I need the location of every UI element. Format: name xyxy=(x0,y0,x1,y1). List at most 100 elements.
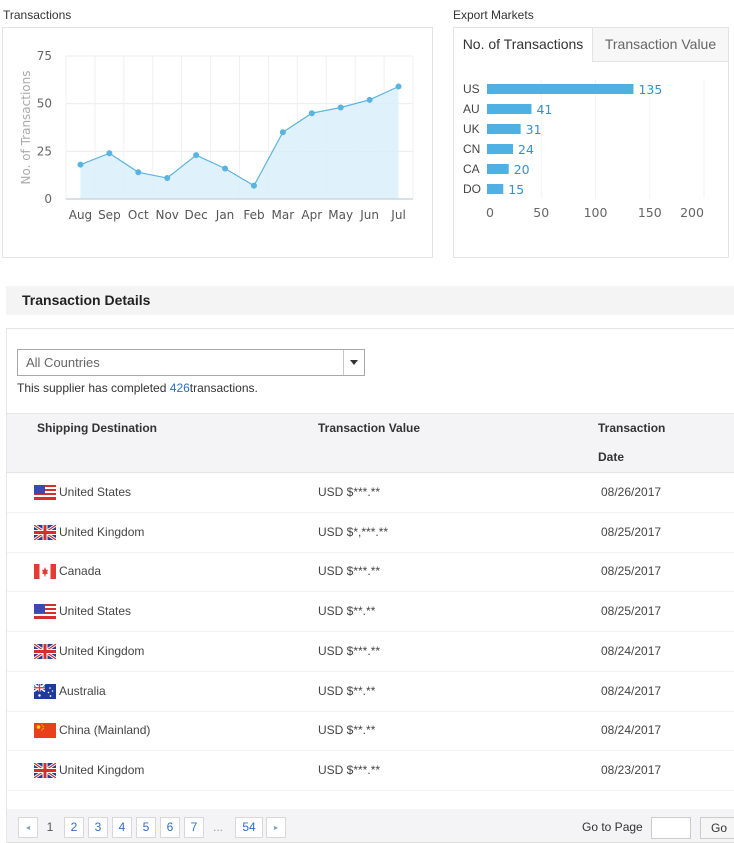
bar[interactable] xyxy=(487,144,514,154)
bar-value-label: 20 xyxy=(514,162,530,177)
table-header: Shipping Destination Transaction Value T… xyxy=(7,413,734,473)
x-tick-label: Apr xyxy=(301,208,322,222)
transaction-details-header: Transaction Details xyxy=(6,286,734,315)
page-link-5[interactable]: 5 xyxy=(136,817,156,838)
page-link-3[interactable]: 3 xyxy=(88,817,108,838)
next-page-button[interactable]: ▸ xyxy=(266,817,286,838)
y-tick-label: 75 xyxy=(37,49,52,63)
category-label: CA xyxy=(463,162,480,176)
page-link-last[interactable]: 54 xyxy=(235,817,263,838)
x-tick-label: Feb xyxy=(243,208,264,222)
bar-value-label: 135 xyxy=(638,82,662,97)
data-point[interactable] xyxy=(250,182,257,189)
goto-page-input[interactable] xyxy=(651,817,691,839)
data-point[interactable] xyxy=(279,129,286,136)
page-link-2[interactable]: 2 xyxy=(64,817,84,838)
page-link-7[interactable]: 7 xyxy=(184,817,204,838)
transaction-date: 08/25/2017 xyxy=(601,604,662,619)
page-link-4[interactable]: 4 xyxy=(112,817,132,838)
transaction-value: USD $*,***.** xyxy=(318,524,389,539)
bar[interactable] xyxy=(487,164,509,174)
bar-value-label: 24 xyxy=(518,142,534,157)
dropdown-toggle[interactable] xyxy=(343,350,364,375)
x-tick-label: Jan xyxy=(215,208,235,222)
shipping-destination: Canada xyxy=(59,564,102,579)
transactions-line-chart: 0 25 50 75 Aug Sep Oct Nov Dec Jan Feb Mar Apr May Jun… xyxy=(19,49,414,222)
table-row: United Kingdom USD $*,***.** 08/25/2017 xyxy=(7,513,734,553)
pagination-bar: ◂ 1 2 3 4 5 6 7 ... 54 ▸ Go to Page Go xyxy=(7,809,734,843)
export-markets-panel: No. of Transactions Transaction Value 0 5… xyxy=(453,27,729,258)
country-filter-select[interactable]: All Countries xyxy=(17,349,365,376)
y-tick-label: 50 xyxy=(37,97,52,111)
transaction-value: USD $**.** xyxy=(318,604,376,619)
us-flag-icon xyxy=(34,604,56,620)
transaction-value: USD $***.** xyxy=(318,564,381,579)
x-tick-label: Jun xyxy=(359,208,379,222)
export-markets-title: Export Markets xyxy=(453,8,534,22)
transactions-chart-panel: 0 25 50 75 Aug Sep Oct Nov Dec Jan Feb Mar Apr May Jun… xyxy=(2,27,433,258)
uk-flag-icon xyxy=(33,642,57,661)
page-current: 1 xyxy=(46,820,54,834)
data-point[interactable] xyxy=(308,110,315,117)
go-button[interactable]: Go xyxy=(700,817,734,839)
transaction-date: 08/25/2017 xyxy=(601,524,662,539)
data-point[interactable] xyxy=(395,83,402,90)
area-fill xyxy=(80,86,399,199)
prev-page-button[interactable]: ◂ xyxy=(18,817,38,838)
table-row: United States USD $***.** 08/26/2017 xyxy=(7,473,734,513)
shipping-destination: United Kingdom xyxy=(59,643,145,658)
bar-value-label: 31 xyxy=(526,122,542,137)
tab-transaction-value[interactable]: Transaction Value xyxy=(592,28,728,62)
table-row: Australia USD $**.** 08/24/2017 xyxy=(7,672,734,712)
transaction-date: 08/25/2017 xyxy=(601,564,662,579)
x-tick-label: Nov xyxy=(155,208,178,222)
data-point[interactable] xyxy=(366,96,373,103)
bar[interactable] xyxy=(487,184,504,194)
data-point[interactable] xyxy=(193,152,200,159)
transaction-value: USD $**.** xyxy=(318,723,376,738)
country-filter-value: All Countries xyxy=(26,355,100,370)
transaction-value: USD $**.** xyxy=(318,683,376,698)
y-tick-label: 25 xyxy=(37,144,52,158)
transaction-value: USD $***.** xyxy=(318,762,381,777)
data-point[interactable] xyxy=(164,175,171,182)
bar[interactable] xyxy=(487,84,634,94)
table-row: China (Mainland) USD $**.** 08/24/2017 xyxy=(7,711,734,752)
x-tick-label: 200 xyxy=(680,205,704,220)
export-markets-bar-chart: 0 50 100 150 200 US 135 AU 41 UK 31 CN 24 CA 20 DO 15 xyxy=(463,80,705,220)
tab-no-of-transactions[interactable]: No. of Transactions xyxy=(454,28,592,62)
table-row: United Kingdom USD $***.** 08/23/2017 xyxy=(7,751,734,791)
page-ellipsis: ... xyxy=(213,820,224,834)
page-link-6[interactable]: 6 xyxy=(160,817,180,838)
bar[interactable] xyxy=(487,124,521,134)
data-point[interactable] xyxy=(106,150,113,157)
transaction-date: 08/26/2017 xyxy=(601,485,662,499)
column-transaction-value: Transaction Value xyxy=(318,421,421,435)
x-tick-label: Dec xyxy=(185,208,208,222)
x-tick-label: 0 xyxy=(486,205,494,220)
shipping-destination: Australia xyxy=(59,683,106,698)
category-label: UK xyxy=(463,122,480,136)
australia-flag-icon xyxy=(33,682,56,699)
x-tick-label: Mar xyxy=(272,208,295,222)
data-point[interactable] xyxy=(77,161,84,168)
data-point[interactable] xyxy=(135,169,142,176)
uk-flag-icon xyxy=(33,523,57,541)
data-point[interactable] xyxy=(222,165,229,172)
canada-flag-icon xyxy=(34,564,56,580)
y-tick-label: 0 xyxy=(44,192,52,206)
x-tick-label: Sep xyxy=(98,208,121,222)
x-tick-label: 100 xyxy=(584,205,608,220)
x-tick-label: Aug xyxy=(69,208,92,222)
category-label: AU xyxy=(463,102,480,116)
data-point[interactable] xyxy=(337,104,344,111)
table-row: United Kingdom USD $***.** 08/24/2017 xyxy=(7,632,734,672)
column-transaction-date-line2: Date xyxy=(598,450,625,464)
y-axis-label: No. of Transactions xyxy=(19,70,33,184)
transaction-date: 08/24/2017 xyxy=(601,643,662,658)
goto-page-label: Go to Page xyxy=(582,820,643,834)
transaction-value: USD $***.** xyxy=(318,485,381,499)
us-flag-icon xyxy=(34,485,56,500)
bar[interactable] xyxy=(487,104,532,114)
chevron-right-icon: ▸ xyxy=(273,823,278,832)
